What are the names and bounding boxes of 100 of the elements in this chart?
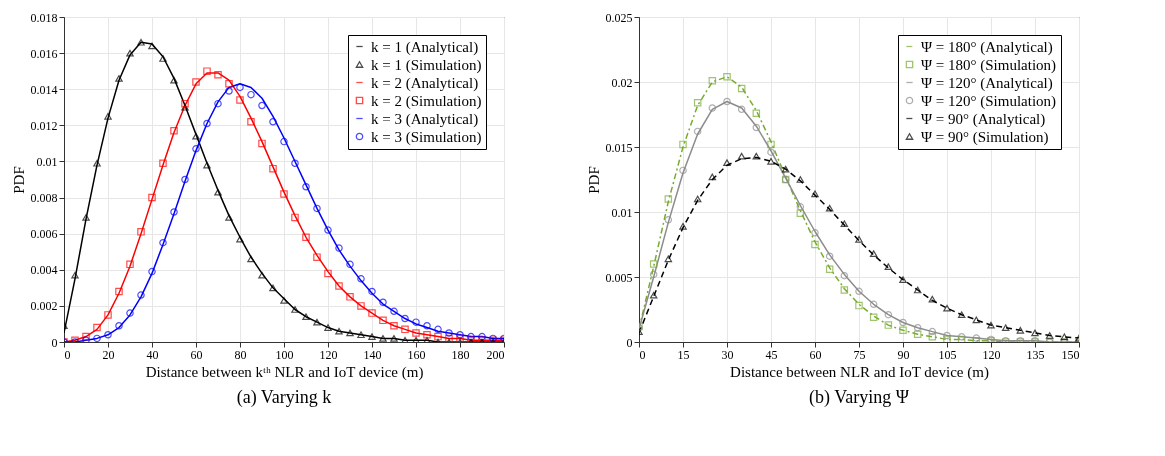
point [225, 80, 233, 88]
x-tick-label: 120 [319, 347, 338, 362]
legend-label: Ψ = 90° (Analytical) [921, 110, 1046, 128]
point [723, 73, 731, 81]
y-tick-label: 0.002 [30, 299, 58, 314]
legend-label: k = 1 (Analytical) [371, 38, 479, 56]
point [423, 321, 431, 330]
point [1045, 332, 1054, 339]
point [192, 132, 200, 140]
legend-label: Ψ = 180° (Simulation) [921, 56, 1057, 74]
legend-label: k = 3 (Simulation) [371, 128, 482, 146]
legend-label: k = 2 (Simulation) [371, 92, 482, 110]
legend-label: Ψ = 180° (Analytical) [921, 38, 1053, 56]
y-tick-label: 0.025 [605, 10, 633, 25]
x-tick-label: 80 [234, 347, 247, 362]
point [412, 329, 420, 337]
point [93, 159, 101, 167]
point [467, 332, 475, 341]
point [693, 127, 702, 136]
point [899, 326, 907, 335]
point [423, 331, 431, 339]
point [1031, 329, 1039, 337]
point [972, 316, 981, 324]
x-tick-label: 160 [407, 347, 426, 362]
point [137, 38, 145, 46]
point [126, 49, 134, 57]
point [104, 331, 112, 339]
point [928, 295, 937, 303]
point [126, 260, 134, 269]
point [236, 235, 244, 243]
point [1060, 333, 1069, 341]
point [181, 175, 189, 184]
point [664, 195, 673, 203]
point [899, 276, 907, 283]
point [899, 318, 907, 327]
legend-label: Ψ = 120° (Simulation) [921, 92, 1057, 110]
point [811, 240, 819, 249]
point [324, 324, 332, 331]
point [247, 255, 255, 263]
x-tick-label: 140 [363, 347, 382, 362]
y-axis-title: PDF [10, 166, 27, 194]
point [390, 321, 398, 330]
point [137, 228, 145, 236]
x-tick-label: 90 [897, 347, 910, 362]
point [346, 260, 354, 269]
text: (a) Varying k [236, 387, 332, 408]
point [913, 330, 922, 338]
point [346, 329, 354, 337]
point [1001, 324, 1010, 332]
point [291, 159, 299, 168]
point [379, 335, 387, 342]
point [434, 332, 442, 341]
point [269, 117, 277, 126]
point [796, 203, 805, 211]
point [269, 164, 277, 173]
point [148, 193, 156, 202]
point [928, 333, 937, 341]
x-tick-label: 180 [451, 347, 470, 362]
point [943, 304, 951, 312]
point [137, 291, 145, 299]
point [412, 318, 420, 326]
point [291, 213, 299, 222]
y-tick-label: 0 [51, 335, 58, 350]
point [708, 173, 717, 181]
point [445, 329, 453, 337]
point [379, 316, 387, 325]
point [357, 275, 365, 283]
point [82, 332, 90, 341]
x-tick-label: 60 [809, 347, 822, 362]
point [368, 309, 376, 317]
point [269, 284, 277, 292]
point [401, 336, 409, 342]
point [943, 331, 951, 340]
point [313, 318, 321, 326]
point [291, 306, 299, 313]
point [302, 313, 310, 321]
x-tick-label: 200 [486, 347, 505, 362]
point [767, 148, 775, 156]
point [679, 222, 687, 230]
point [884, 321, 893, 329]
point [943, 335, 951, 342]
point [855, 235, 863, 243]
point [664, 255, 673, 263]
legend-label: Ψ = 120° (Analytical) [921, 74, 1053, 92]
point [401, 325, 409, 334]
point [181, 103, 189, 111]
y-axis-title: PDF [585, 166, 602, 194]
point [82, 214, 90, 221]
point [126, 309, 134, 317]
point [148, 267, 156, 276]
point [159, 238, 167, 247]
point [214, 71, 222, 79]
point [884, 310, 893, 319]
point [987, 321, 995, 329]
x-tick-label: 105 [938, 347, 957, 362]
point [840, 271, 849, 280]
point [104, 311, 112, 319]
legend-label: k = 2 (Analytical) [371, 74, 479, 92]
y-tick-label: 0.02 [611, 75, 633, 90]
point [324, 269, 332, 278]
